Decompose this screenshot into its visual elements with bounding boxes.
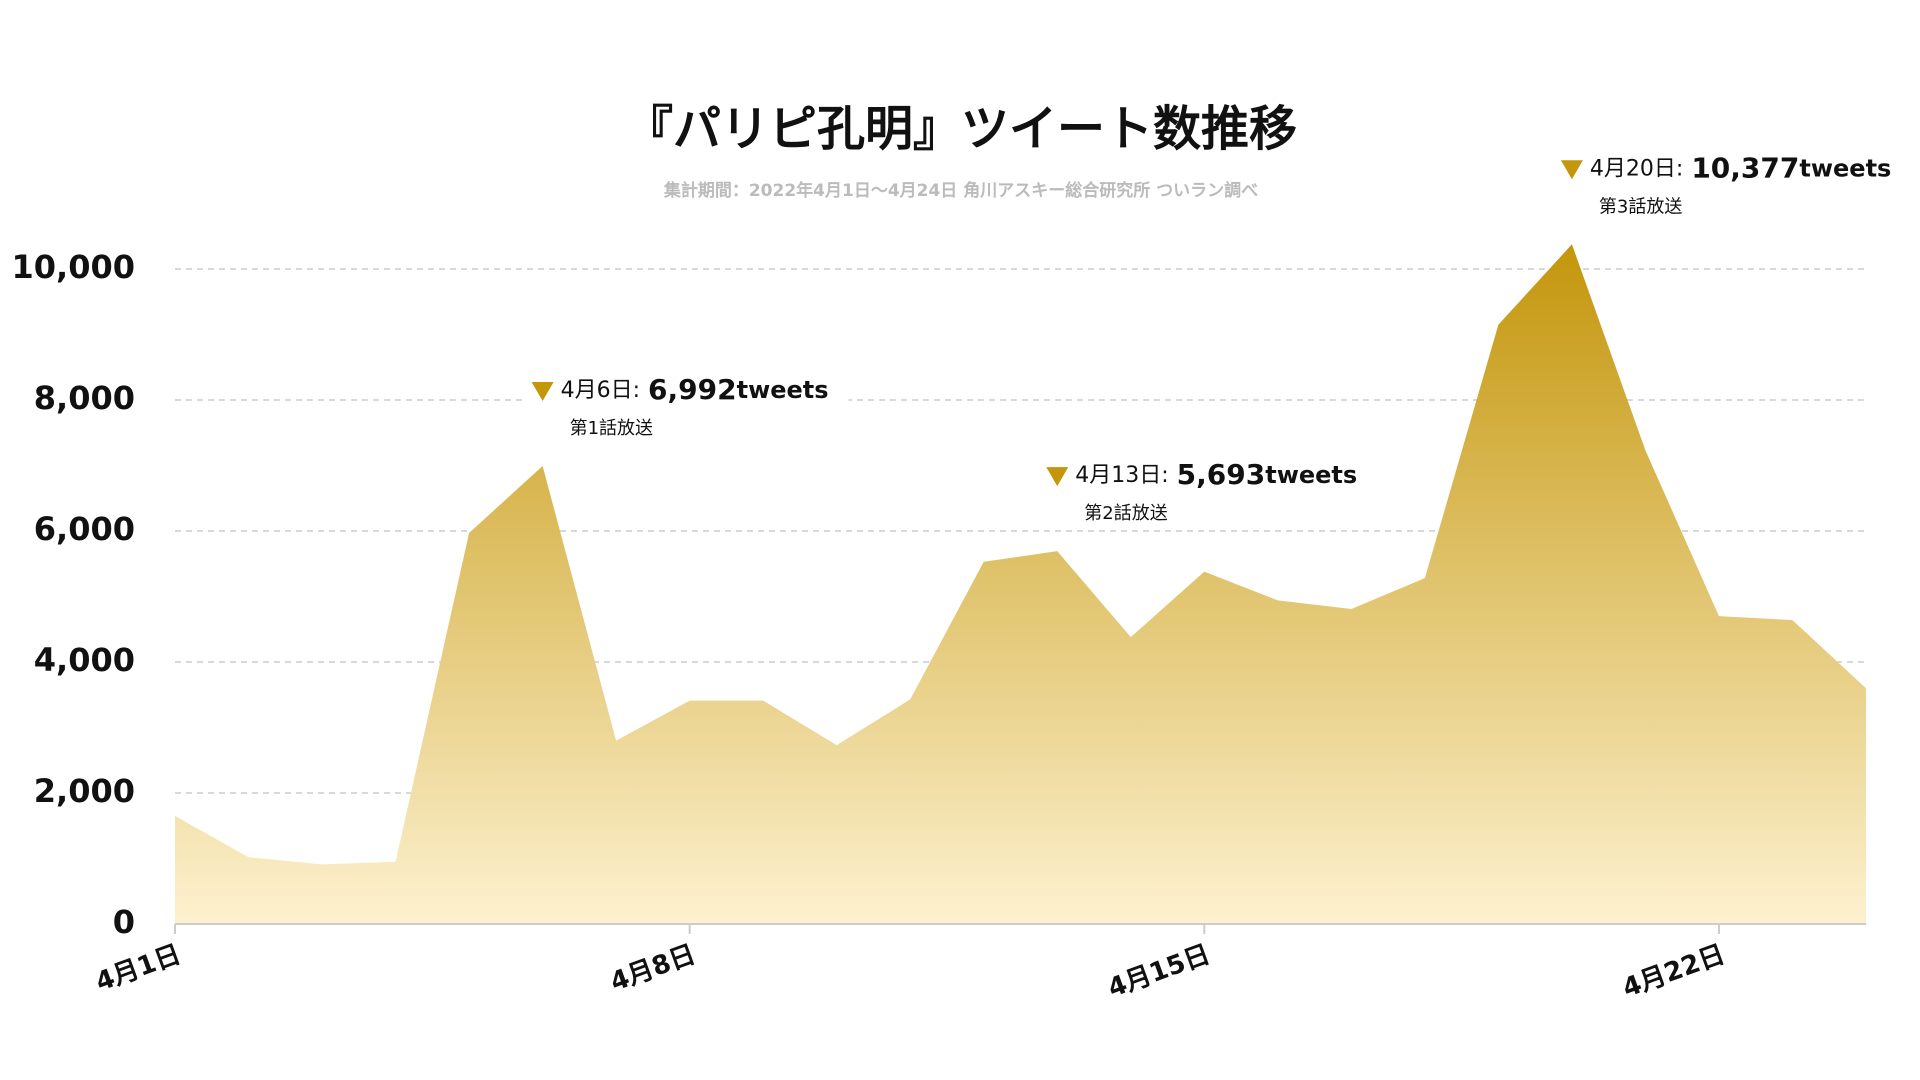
y-tick-label: 6,000 [34,510,135,548]
y-tick-label: 4,000 [34,641,135,679]
annotation-date: 4月13日: [1075,463,1168,488]
annotation-unit: tweets [1265,461,1357,489]
annotation-marker [1560,160,1583,180]
annotation-text: 4月6日: 6,992tweets [561,373,829,406]
y-tick-label: 10,000 [12,248,135,286]
annotation-note: 第1話放送 [570,418,653,439]
annotation-date: 4月20日: [1590,156,1683,181]
annotation-note: 第3話放送 [1599,196,1682,217]
annotation-unit: tweets [1799,154,1891,182]
annotation-value: 5,693 [1177,458,1266,491]
x-tick-label: 4月1日 [92,939,185,997]
annotation-background [1037,454,1378,499]
y-tick-label: 2,000 [34,772,135,810]
area [175,244,1866,924]
annotation-note: 第2話放送 [1084,503,1167,524]
y-tick-label: 0 [113,903,135,941]
annotation-date: 4月6日: [561,378,640,403]
annotation: 4月20日: 10,377tweets 第3話放送 [1551,147,1912,217]
annotation-marker [1046,467,1069,487]
y-tick-label: 8,000 [34,379,135,417]
annotation-value: 10,377 [1691,151,1799,184]
chart-title: 『パリピ孔明』ツイート数推移 [625,101,1297,157]
annotation-text: 4月20日: 10,377tweets [1590,151,1891,184]
annotation: 4月6日: 6,992tweets 第1話放送 [522,369,849,439]
annotation: 4月13日: 5,693tweets 第2話放送 [1037,454,1378,524]
x-tick-label: 4月15日 [1104,939,1214,1004]
annotation-unit: tweets [737,376,829,404]
x-tick-label: 4月8日 [606,939,699,997]
x-tick-label: 4月22日 [1619,939,1729,1004]
annotation-text: 4月13日: 5,693tweets [1075,458,1357,491]
chart-subtitle: 集計期間：2022年4月1日～4月24日 角川アスキー総合研究所 ついラン調べ [663,180,1258,201]
annotation-value: 6,992 [648,373,737,406]
annotation-background [1551,147,1912,192]
annotation-background [522,369,849,414]
annotation-marker [531,382,554,402]
